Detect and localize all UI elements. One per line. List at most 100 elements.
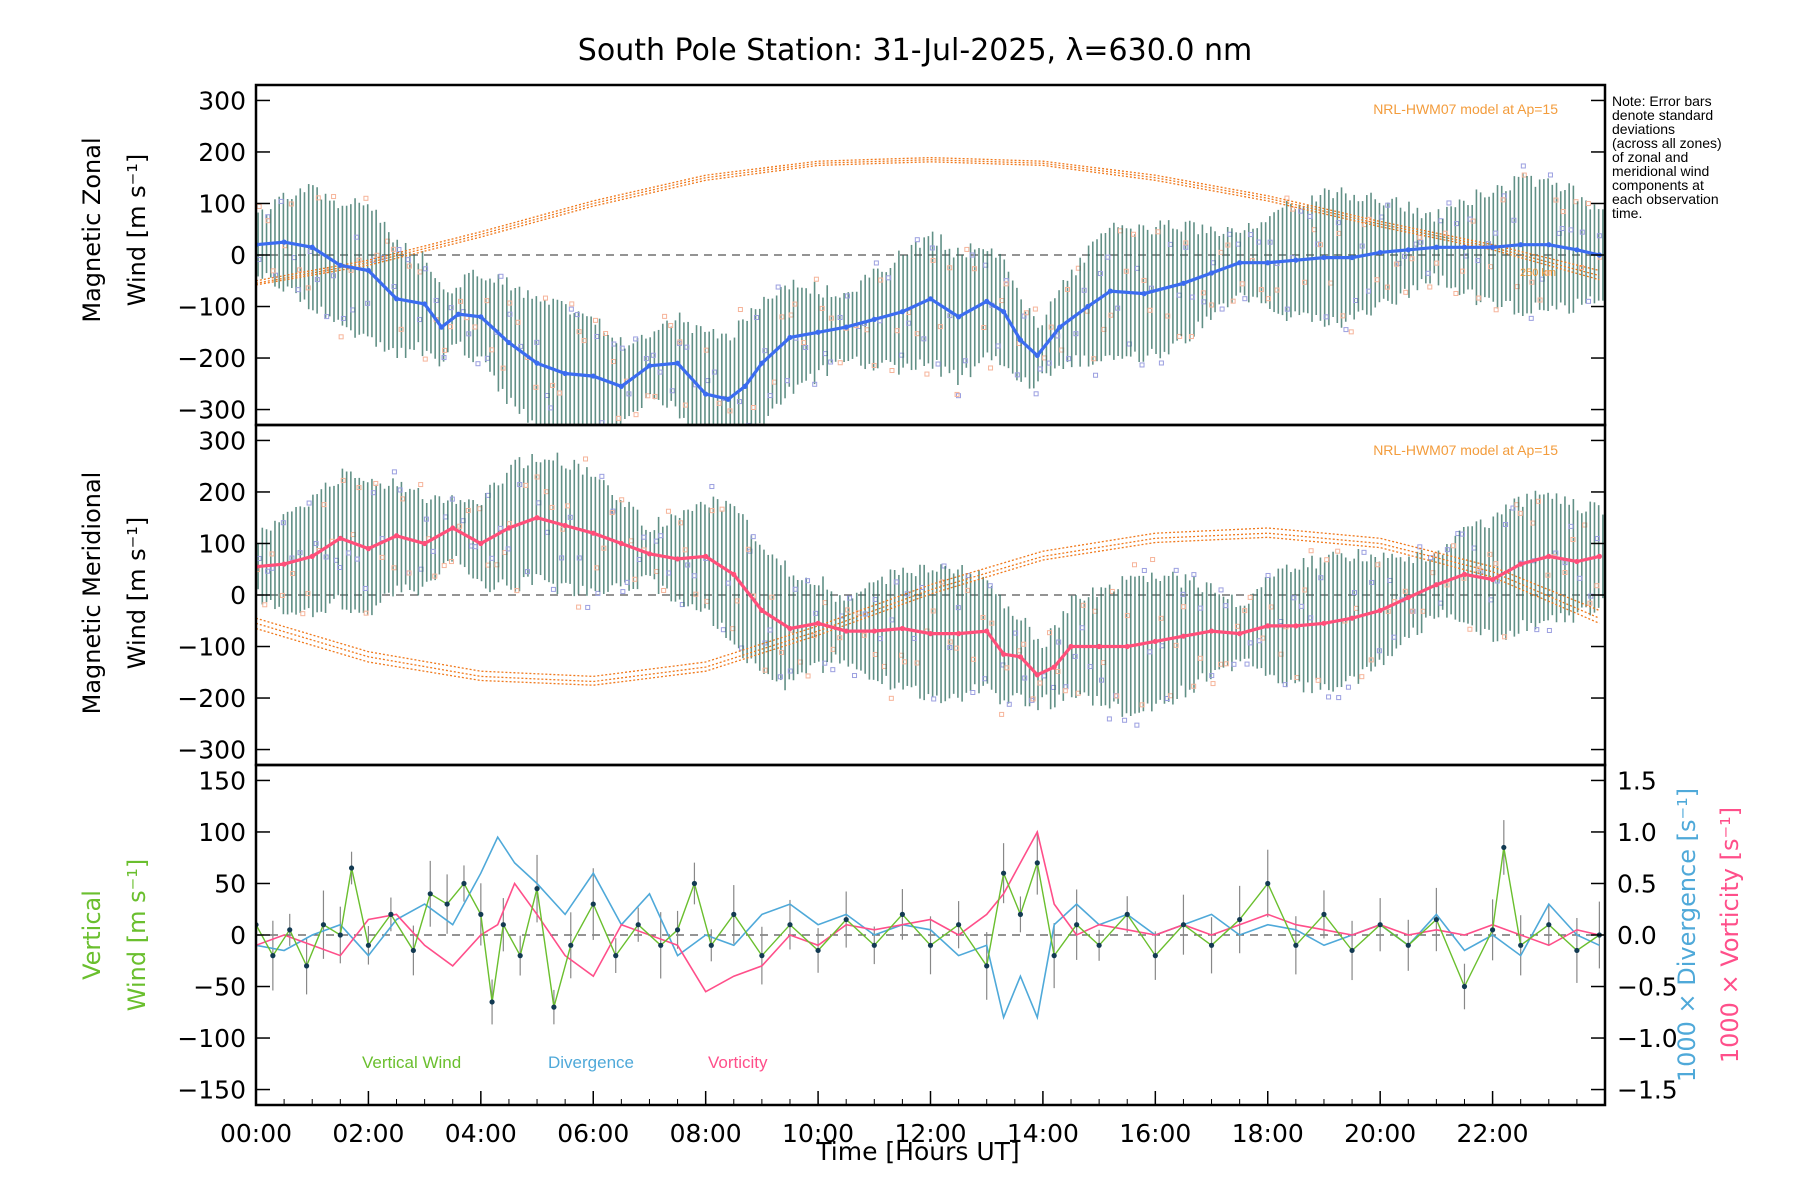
wind-point [1237,260,1243,266]
vertical-wind-point [1574,947,1580,954]
scatter-point [603,330,609,336]
scatter-point [370,257,376,263]
scatter-point [324,314,330,320]
scatter-point [1553,197,1559,203]
wind-point [337,262,343,268]
scatter-point [682,402,688,408]
scatter-point [297,267,303,273]
scatter-point [1559,226,1565,232]
scatter-point [610,359,616,365]
scatter-point [279,592,285,598]
vertical-wind-point [461,880,467,887]
scatter-point [861,632,867,638]
vertical-wind-point [1433,916,1439,923]
zonal-panel: 300 200 100 0 −100 −200 −300 [177,83,1607,447]
wind-point [1546,242,1552,248]
wind-point [281,239,287,245]
scatter-point [750,534,756,540]
legend-vorticity: Vorticity [708,1053,768,1072]
x-tick-label: 18:00 [1232,1119,1304,1148]
scatter-point [362,585,368,591]
scatter-point [599,473,605,479]
scatter-point [1247,640,1253,646]
scatter-point [1361,549,1367,555]
note-line: (across all zones) [1612,135,1722,151]
scatter-point [1219,306,1225,312]
scatter-point [1446,200,1452,206]
scatter-point [1029,697,1035,703]
x-tick-label: 06:00 [557,1119,629,1148]
scatter-point [668,323,674,329]
scatter-point [734,598,740,604]
scatter-point [396,247,402,253]
scatter-point [262,602,268,608]
scatter-point [442,347,448,353]
scatter-point [1079,625,1085,631]
scatter-point [524,569,530,575]
scatter-point [1340,313,1346,319]
scatter-point [805,673,811,679]
y-tick-label: −50 [193,973,246,1002]
scatter-point [609,510,615,516]
vertical-wind-point [1377,922,1383,928]
scatter-point [290,571,296,577]
scatter-point [1218,587,1224,593]
scatter-point [1534,627,1540,633]
scatter-point [812,381,818,387]
scatter-point [1307,213,1313,219]
scatter-point [391,565,397,571]
scatter-point [873,260,879,266]
scatter-point [1348,329,1354,335]
scatter-point [930,608,936,614]
y2-tick-label: 1.5 [1617,766,1657,795]
scatter-point [813,276,819,282]
note-line: denote standard [1612,107,1713,123]
scatter-point [989,620,995,626]
y-tick-label: −200 [177,684,246,713]
scatter-point [1003,281,1009,287]
scatter-point [1369,579,1375,585]
vertical-wind-line [256,847,1600,1008]
scatter-point [1274,287,1280,293]
scatter-point [1562,569,1568,575]
scatter-point [633,412,639,418]
wind-point [703,553,709,559]
scatter-point [430,548,436,554]
scatter-point [1158,360,1164,366]
scatter-point [1453,221,1459,227]
scatter-point [569,301,575,307]
vertical-wind-point [590,901,596,907]
vertical-wind-point [1237,916,1243,923]
scatter-point [1130,231,1136,237]
scatter-point [633,336,639,342]
note-line: of zonal and [1612,149,1688,165]
wind-point [1377,607,1383,614]
scatter-point [731,443,735,447]
scatter-point [1242,608,1248,614]
scatter-point [400,496,406,502]
scatter-point [576,555,582,561]
vertical-wind-point [708,942,714,948]
wind-point [927,296,934,302]
scatter-point [937,324,943,330]
scatter-point [594,333,600,339]
wind-point [1293,623,1299,629]
scatter-point [601,545,607,551]
scatter-point [632,576,638,582]
meridional-ylabel-2: Wind [m s⁻¹] [123,517,151,669]
y-tick-label: 300 [198,86,246,115]
scatter-point [305,285,311,291]
wind-point [1293,257,1299,263]
scatter-point [1493,230,1499,236]
divergence-line [256,835,1600,1021]
scatter-point [1417,234,1423,240]
y-tick-label: −200 [177,344,246,373]
scatter-point [1335,220,1341,226]
zonal-ylabel-line1: Magnetic Zonal [78,137,106,322]
note-line: components at [1612,177,1704,193]
wind-point [984,298,990,304]
wind-point [1265,623,1271,629]
scatter-point [1385,202,1391,208]
scatter-point [1547,172,1553,178]
scatter-point [405,257,411,263]
